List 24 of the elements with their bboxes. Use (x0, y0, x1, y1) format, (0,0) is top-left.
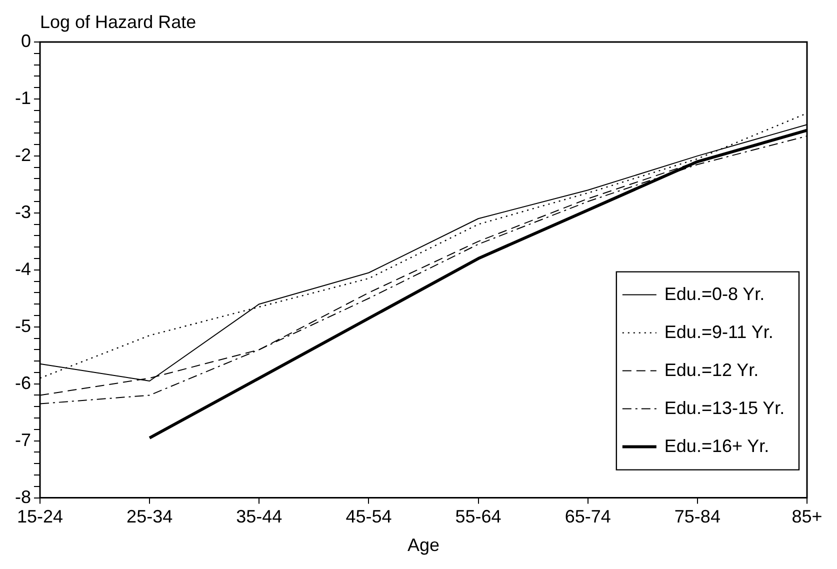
x-tick-label: 65-74 (564, 506, 611, 527)
y-tick-label: -6 (14, 372, 32, 393)
legend-label: Edu.=12 Yr. (664, 360, 759, 380)
x-axis-title: Age (407, 535, 440, 556)
x-tick-label: 75-84 (674, 506, 720, 527)
x-tick-label: 15-24 (16, 506, 64, 527)
y-tick-label: -3 (14, 202, 32, 222)
x-tick-label: 45-54 (346, 506, 392, 527)
legend-label: Edu.=9-11 Yr. (664, 322, 774, 342)
x-tick-label: 35-44 (236, 506, 282, 527)
y-tick-label: -1 (14, 88, 32, 108)
legend-label: Edu.=0-8 Yr. (664, 284, 765, 304)
y-tick-label: -4 (14, 258, 32, 279)
y-tick-label: -8 (14, 486, 32, 507)
x-tick-label: 25-34 (126, 506, 173, 527)
x-tick-label: 85+ (792, 506, 822, 527)
legend-label: Edu.=13-15 Yr. (664, 398, 785, 418)
y-axis-title: Log of Hazard Rate (40, 12, 196, 32)
y-tick-label: -7 (14, 430, 32, 450)
y-tick-label: -5 (14, 316, 32, 336)
x-tick-label: 55-64 (455, 506, 502, 527)
y-tick-label: 0 (20, 30, 32, 51)
legend-label: Edu.=16+ Yr. (664, 436, 770, 456)
y-tick-label: -2 (14, 144, 32, 165)
